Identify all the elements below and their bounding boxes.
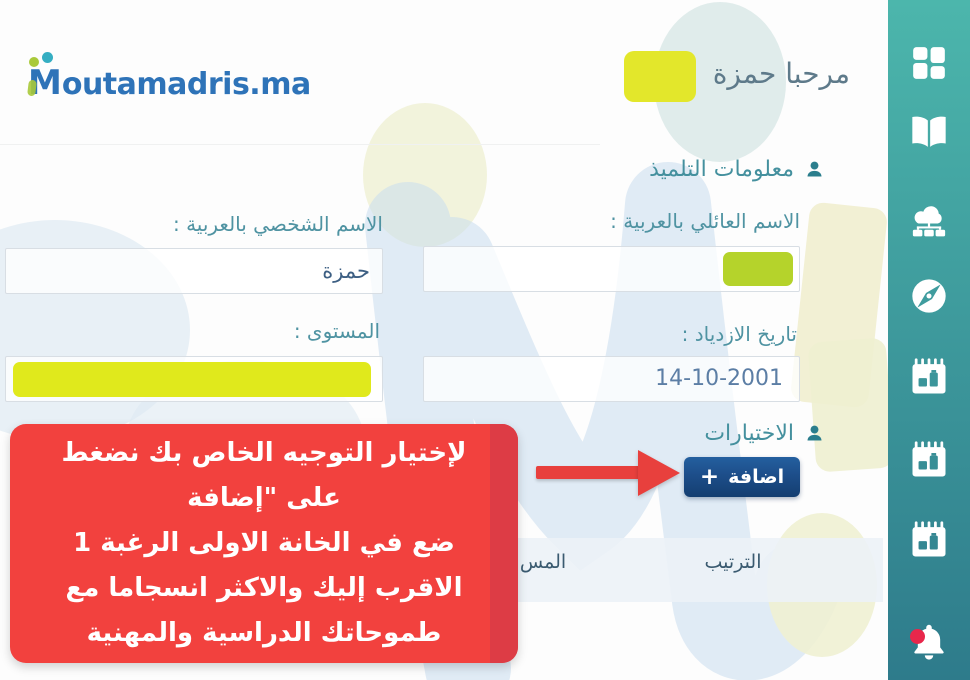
exam-calendar-icon	[912, 358, 946, 394]
pointer-arrow-shaft	[536, 466, 642, 479]
birth-date-value: 14-10-2001	[655, 366, 783, 391]
sidebar-item-notifications[interactable]	[907, 620, 951, 664]
sidebar-item-orientation[interactable]	[907, 196, 951, 240]
choices-section-header: الاختيارات	[704, 421, 825, 446]
logo-dot-green	[29, 57, 39, 67]
first-name-input[interactable]: حمزة	[5, 248, 383, 294]
notification-badge	[910, 629, 925, 644]
instruction-line: على "إضافة	[187, 483, 341, 513]
birth-date-label: تاريخ الازدياد :	[681, 322, 797, 346]
user-icon	[807, 425, 822, 441]
sidebar-item-exams-3[interactable]	[907, 518, 951, 562]
instruction-line: لإختيار التوجيه الخاص بك نضغط	[61, 438, 467, 468]
track-column-header: المس	[519, 551, 567, 573]
sidebar-item-guidance[interactable]	[909, 276, 949, 316]
instruction-line: ضع في الخانة الاولى الرغبة 1	[73, 528, 455, 558]
exam-calendar-icon	[912, 441, 946, 477]
exam-calendar-icon	[912, 521, 946, 557]
level-label: المستوى :	[293, 319, 380, 343]
family-name-input[interactable]	[423, 246, 800, 292]
sidebar-item-exams-2[interactable]	[907, 438, 951, 482]
network-cloud-icon	[912, 206, 946, 237]
first-name-value: حمزة	[322, 259, 370, 283]
family-name-label: الاسم العائلي بالعربية :	[610, 209, 800, 233]
student-info-title: معلومات التلميذ	[649, 157, 794, 182]
welcome-message: مرحبا حمزة	[712, 57, 850, 90]
pointer-arrow-icon	[638, 450, 680, 496]
note-edge-strip	[490, 424, 518, 663]
instruction-line: الاقرب إليك والاكثر انسجاما مع	[65, 573, 463, 603]
rank-column-header: الترتيب	[704, 551, 762, 573]
sidebar-item-courses[interactable]	[909, 111, 949, 151]
level-highlight	[13, 362, 371, 397]
user-icon	[807, 161, 822, 177]
logo[interactable]: M outamadris.ma	[27, 52, 311, 102]
first-name-label: الاسم الشخصي بالعربية :	[172, 212, 383, 236]
welcome-name-highlight	[624, 51, 696, 102]
family-name-highlight	[723, 252, 793, 286]
book-icon	[912, 116, 946, 147]
choices-title: الاختيارات	[704, 421, 794, 446]
add-choice-button[interactable]: + اضافة	[684, 457, 800, 497]
logo-text: outamadris.ma	[61, 66, 311, 102]
logo-dot-teal	[42, 52, 53, 63]
header-divider	[0, 144, 600, 145]
level-input[interactable]	[5, 356, 383, 402]
birth-date-input[interactable]: 14-10-2001	[423, 356, 800, 402]
compass-icon	[912, 279, 946, 313]
instruction-note: لإختيار التوجيه الخاص بك نضغط على "إضافة…	[10, 424, 518, 663]
sidebar	[888, 0, 970, 680]
student-info-section-header: معلومات التلميذ	[649, 157, 825, 182]
logo-initial: M	[27, 52, 62, 100]
instruction-text: لإختيار التوجيه الخاص بك نضغط على "إضافة…	[10, 424, 518, 663]
dashboard-grid-icon	[913, 47, 945, 79]
plus-icon: +	[699, 463, 720, 490]
instruction-line: طموحاتك الدراسية والمهنية	[86, 618, 442, 648]
sidebar-item-exams-1[interactable]	[907, 355, 951, 399]
sidebar-item-dashboard[interactable]	[910, 44, 948, 82]
